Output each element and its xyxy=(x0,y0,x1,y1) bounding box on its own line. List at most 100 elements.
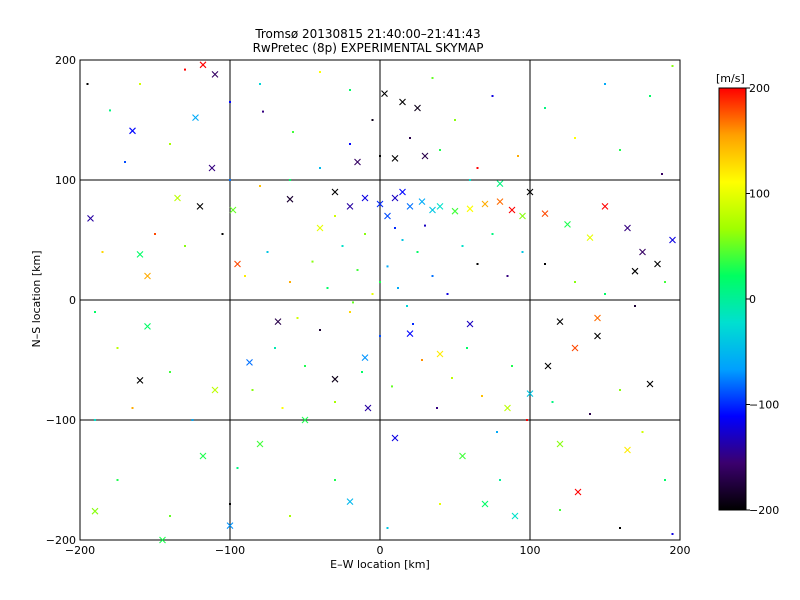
data-point-dot xyxy=(604,83,606,85)
data-point-x xyxy=(144,323,151,330)
data-point-x xyxy=(399,98,406,106)
data-point-dot xyxy=(221,233,224,235)
data-point-dot xyxy=(394,227,396,229)
data-point-x xyxy=(211,386,219,394)
y-tick-label: 200 xyxy=(55,54,76,67)
data-point-x xyxy=(361,354,369,361)
data-point-x xyxy=(208,164,216,172)
chart-title: Tromsø 20130815 21:40:00–21:41:43 xyxy=(254,27,480,41)
data-point-x xyxy=(556,440,564,448)
data-point-dot xyxy=(661,173,663,175)
data-point-dot xyxy=(371,293,374,295)
data-point-dot xyxy=(421,359,423,361)
data-point-dot xyxy=(436,407,438,409)
data-point-dot xyxy=(386,527,389,529)
data-point-dot xyxy=(619,527,621,529)
data-point-dot xyxy=(319,167,321,169)
data-point-dot xyxy=(101,251,104,253)
data-point-dot xyxy=(289,281,291,283)
data-point-dot xyxy=(559,509,561,511)
data-point-dot xyxy=(139,83,141,85)
data-point-dot xyxy=(511,365,513,367)
data-point-dot xyxy=(326,287,329,289)
data-point-dot xyxy=(116,479,119,481)
data-point-x xyxy=(331,188,339,196)
y-axis-label: N–S location [km] xyxy=(30,250,43,347)
data-point-x xyxy=(406,330,414,337)
data-point-x xyxy=(136,377,144,384)
data-point-x xyxy=(331,375,339,383)
data-point-x xyxy=(196,203,204,210)
data-point-dot xyxy=(334,401,336,403)
data-point-x xyxy=(381,90,388,97)
data-point-dot xyxy=(619,149,621,151)
x-tick-label: −200 xyxy=(65,544,95,557)
data-point-x xyxy=(564,221,571,228)
data-point-dot xyxy=(371,119,374,121)
data-point-x xyxy=(391,434,399,442)
data-point-dot xyxy=(424,224,426,227)
data-point-x xyxy=(481,200,489,208)
data-point-dot xyxy=(491,233,494,235)
data-point-dot xyxy=(671,65,674,67)
data-point-x xyxy=(544,362,552,370)
data-point-dot xyxy=(664,281,666,283)
x-tick-label: 100 xyxy=(520,544,541,557)
data-point-dot xyxy=(416,251,419,253)
data-point-dot xyxy=(671,533,674,535)
data-point-dot xyxy=(244,275,246,277)
data-point-dot xyxy=(262,110,264,113)
data-point-dot xyxy=(641,431,644,433)
data-point-dot xyxy=(259,185,261,187)
data-point-x xyxy=(301,416,309,424)
data-point-dot xyxy=(169,143,171,145)
data-point-x xyxy=(639,248,646,256)
data-point-dot xyxy=(341,245,344,247)
data-point-dot xyxy=(634,305,636,307)
data-point-dot xyxy=(386,265,389,268)
data-point-x xyxy=(496,180,504,187)
data-point-dot xyxy=(379,155,381,157)
data-point-x xyxy=(199,61,207,69)
data-point-x xyxy=(234,260,241,268)
data-point-x xyxy=(436,350,444,358)
data-point-x xyxy=(391,194,399,202)
data-point-dot xyxy=(184,245,186,247)
data-point-dot xyxy=(319,329,321,331)
data-point-dot xyxy=(406,305,408,307)
data-point-dot xyxy=(431,275,434,277)
y-tick-label: −200 xyxy=(46,534,76,547)
data-point-x xyxy=(571,344,579,352)
data-point-dot xyxy=(334,215,336,217)
data-point-dot xyxy=(292,131,294,133)
data-point-x xyxy=(574,488,582,496)
data-point-x xyxy=(504,404,511,412)
data-point-x xyxy=(466,205,474,213)
colorbar-tick-label: −100 xyxy=(749,399,779,412)
data-point-x xyxy=(624,224,631,232)
data-point-x xyxy=(556,318,564,325)
data-point-x xyxy=(631,267,639,275)
data-point-dot xyxy=(491,95,494,97)
data-point-x xyxy=(376,200,384,208)
data-point-dot xyxy=(517,155,519,157)
data-point-dot xyxy=(469,179,471,181)
data-point-x xyxy=(466,320,474,328)
data-point-dot xyxy=(229,503,231,505)
data-point-x xyxy=(526,188,534,196)
data-point-dot xyxy=(116,347,119,349)
data-point-dot xyxy=(466,347,468,349)
data-point-dot xyxy=(349,89,351,91)
data-point-x xyxy=(286,195,294,203)
data-point-x xyxy=(256,440,264,448)
data-point-x xyxy=(192,114,199,121)
data-point-dot xyxy=(356,269,359,271)
data-point-dot xyxy=(664,479,666,481)
data-point-x xyxy=(436,203,444,210)
data-point-dot xyxy=(451,377,453,379)
data-point-dot xyxy=(521,251,524,253)
data-point-x xyxy=(399,188,406,196)
data-point-dot xyxy=(401,239,404,241)
data-point-x xyxy=(229,206,237,214)
data-point-dot xyxy=(574,137,576,139)
